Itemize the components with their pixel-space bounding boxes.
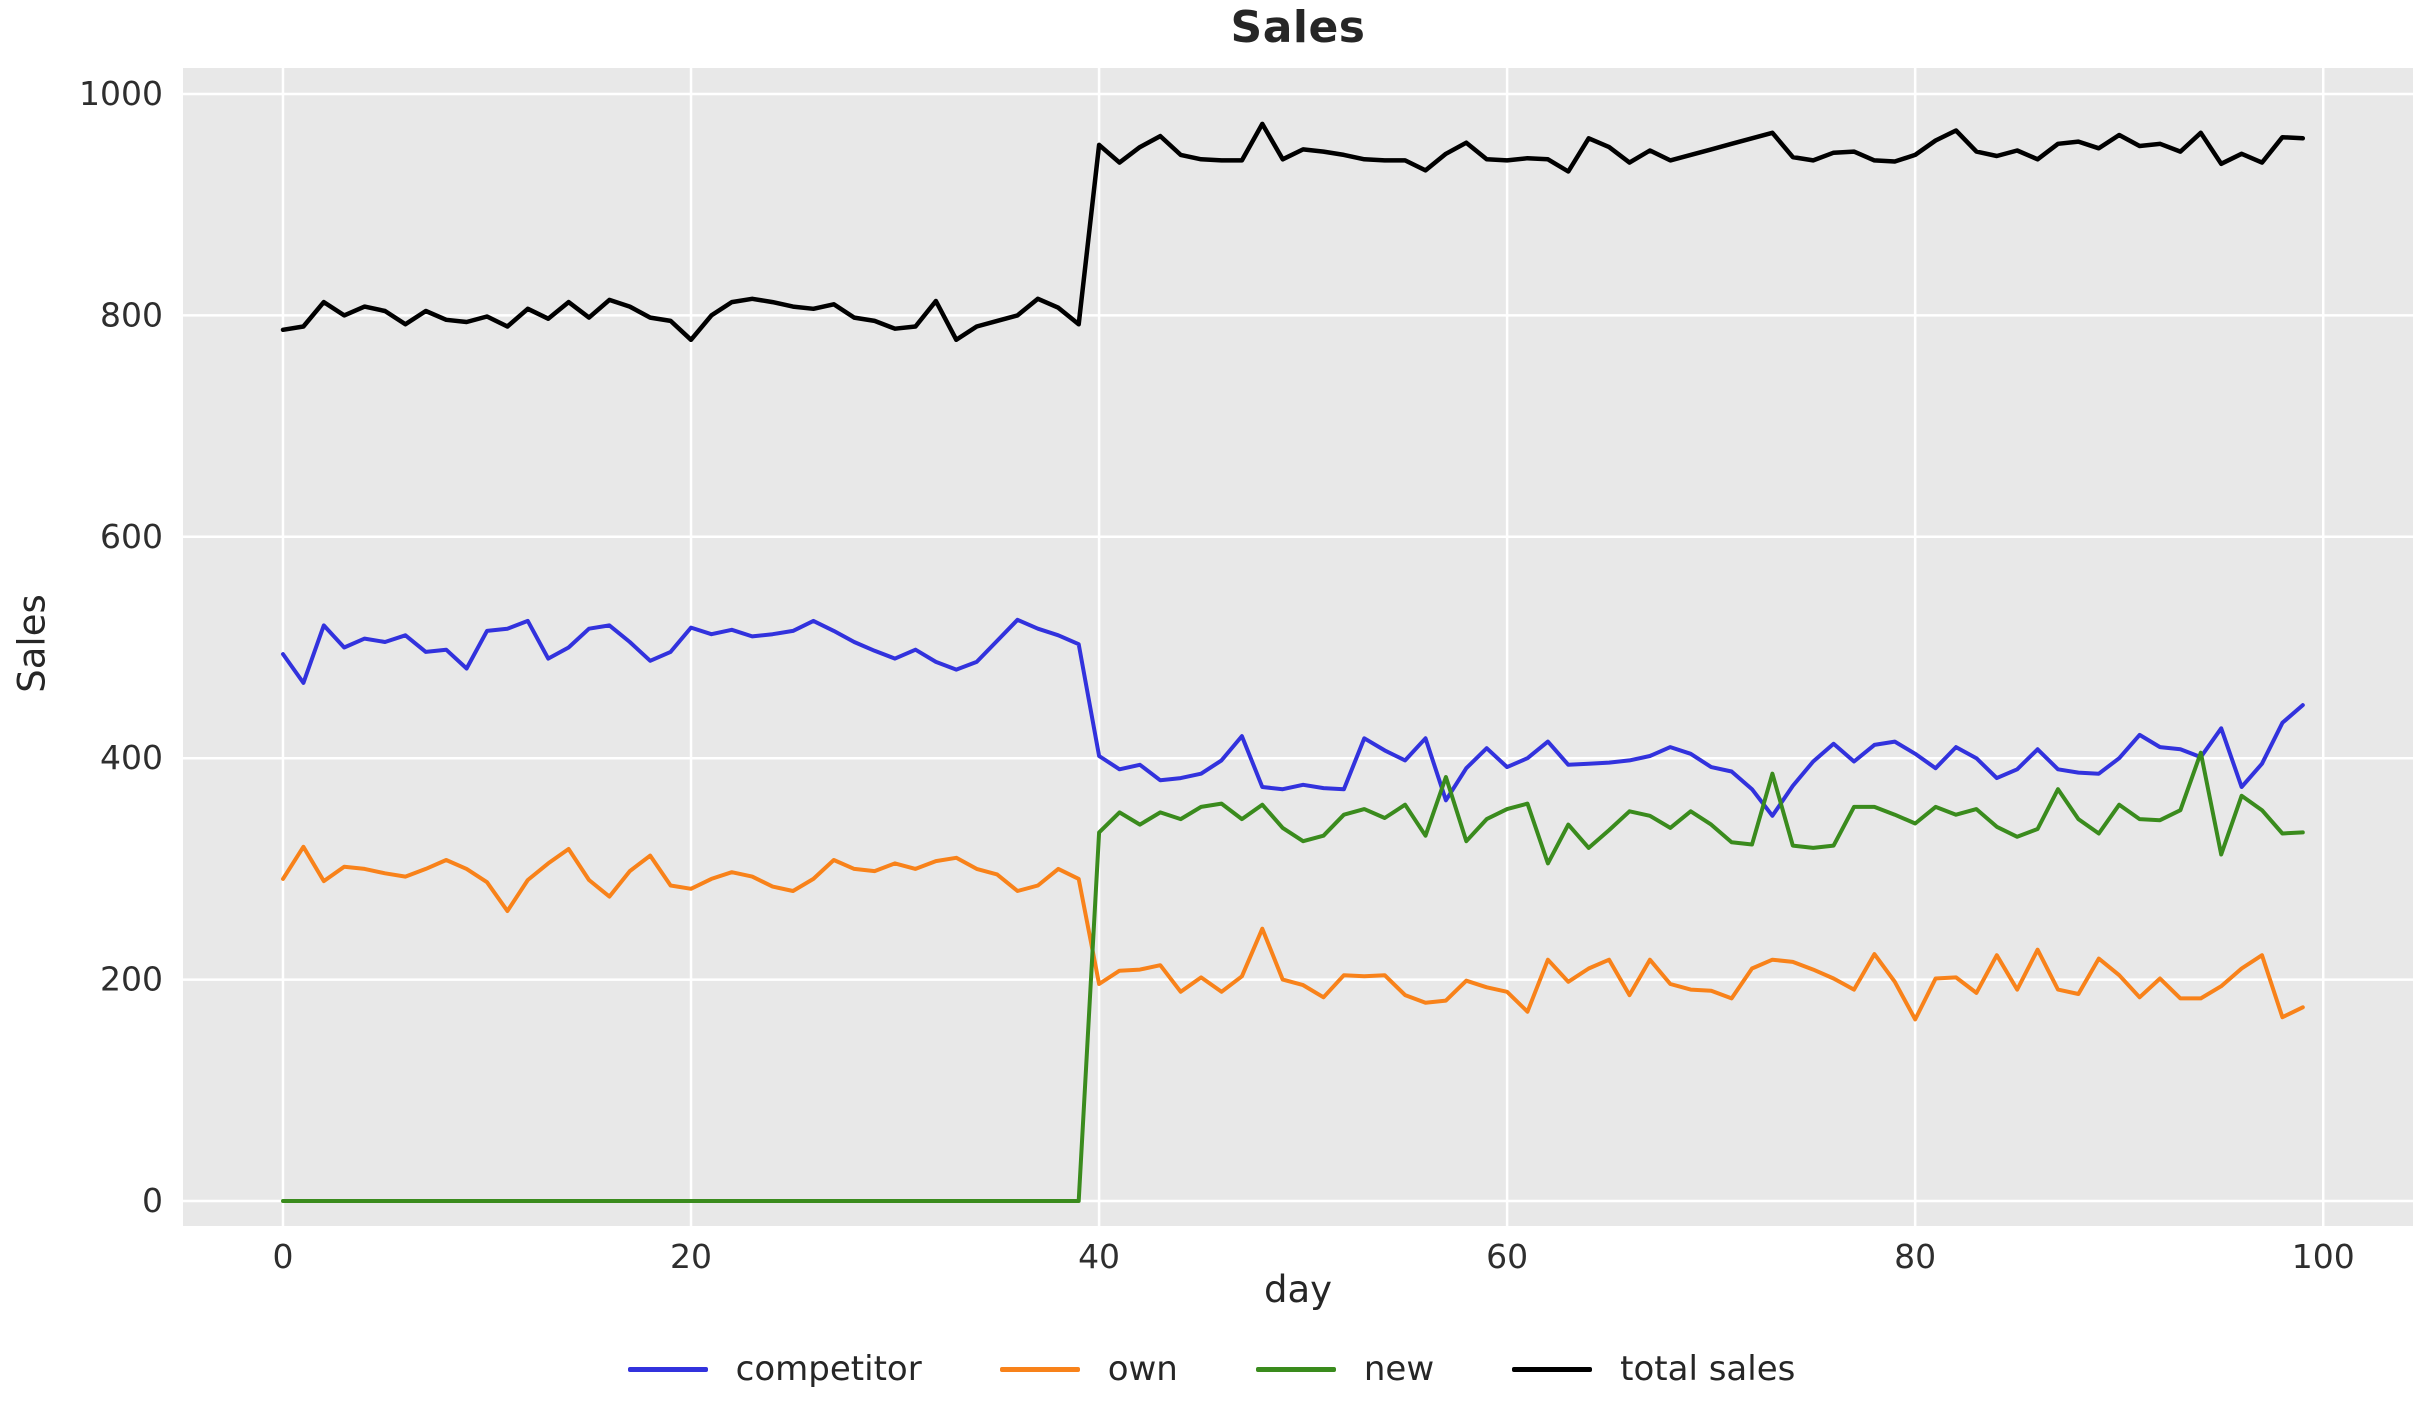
- legend-item-total-sales: total sales: [1512, 1352, 1795, 1386]
- legend: competitor own new total sales: [0, 1352, 2423, 1386]
- plot-background: [183, 68, 2413, 1226]
- x-tick-label: 40: [1078, 1237, 1120, 1276]
- y-tick-label: 0: [142, 1181, 163, 1220]
- legend-label: new: [1363, 1349, 1435, 1389]
- chart-title: Sales: [1230, 2, 1366, 53]
- legend-swatch-new: [1255, 1366, 1336, 1372]
- x-tick-label: 0: [272, 1237, 293, 1276]
- legend-item-competitor: competitor: [627, 1349, 922, 1389]
- y-tick-label: 1000: [79, 74, 163, 113]
- legend-label: competitor: [735, 1349, 922, 1389]
- series-line-new: [281, 750, 2305, 1203]
- series-line-total-sales: [280, 121, 2306, 343]
- series-line-competitor: [281, 617, 2305, 818]
- legend-swatch-competitor: [627, 1366, 708, 1372]
- y-tick-label: 400: [100, 738, 163, 777]
- legend-swatch-own: [999, 1366, 1080, 1372]
- series-line-own: [281, 844, 2305, 1022]
- x-tick-label: 20: [670, 1237, 712, 1276]
- y-tick-label: 600: [100, 517, 163, 556]
- legend-swatch-total-sales: [1512, 1366, 1593, 1372]
- legend-item-new: new: [1255, 1349, 1435, 1389]
- legend-label: own: [1107, 1349, 1178, 1389]
- x-tick-label: 80: [1894, 1237, 1936, 1276]
- x-axis-label: day: [1263, 1268, 1333, 1311]
- legend-item-own: own: [999, 1349, 1178, 1389]
- y-tick-label: 800: [100, 295, 163, 334]
- x-tick-label: 60: [1486, 1237, 1528, 1276]
- y-tick-label: 200: [100, 960, 163, 999]
- legend-label: total sales: [1620, 1349, 1796, 1389]
- x-tick-label: 100: [2292, 1237, 2355, 1276]
